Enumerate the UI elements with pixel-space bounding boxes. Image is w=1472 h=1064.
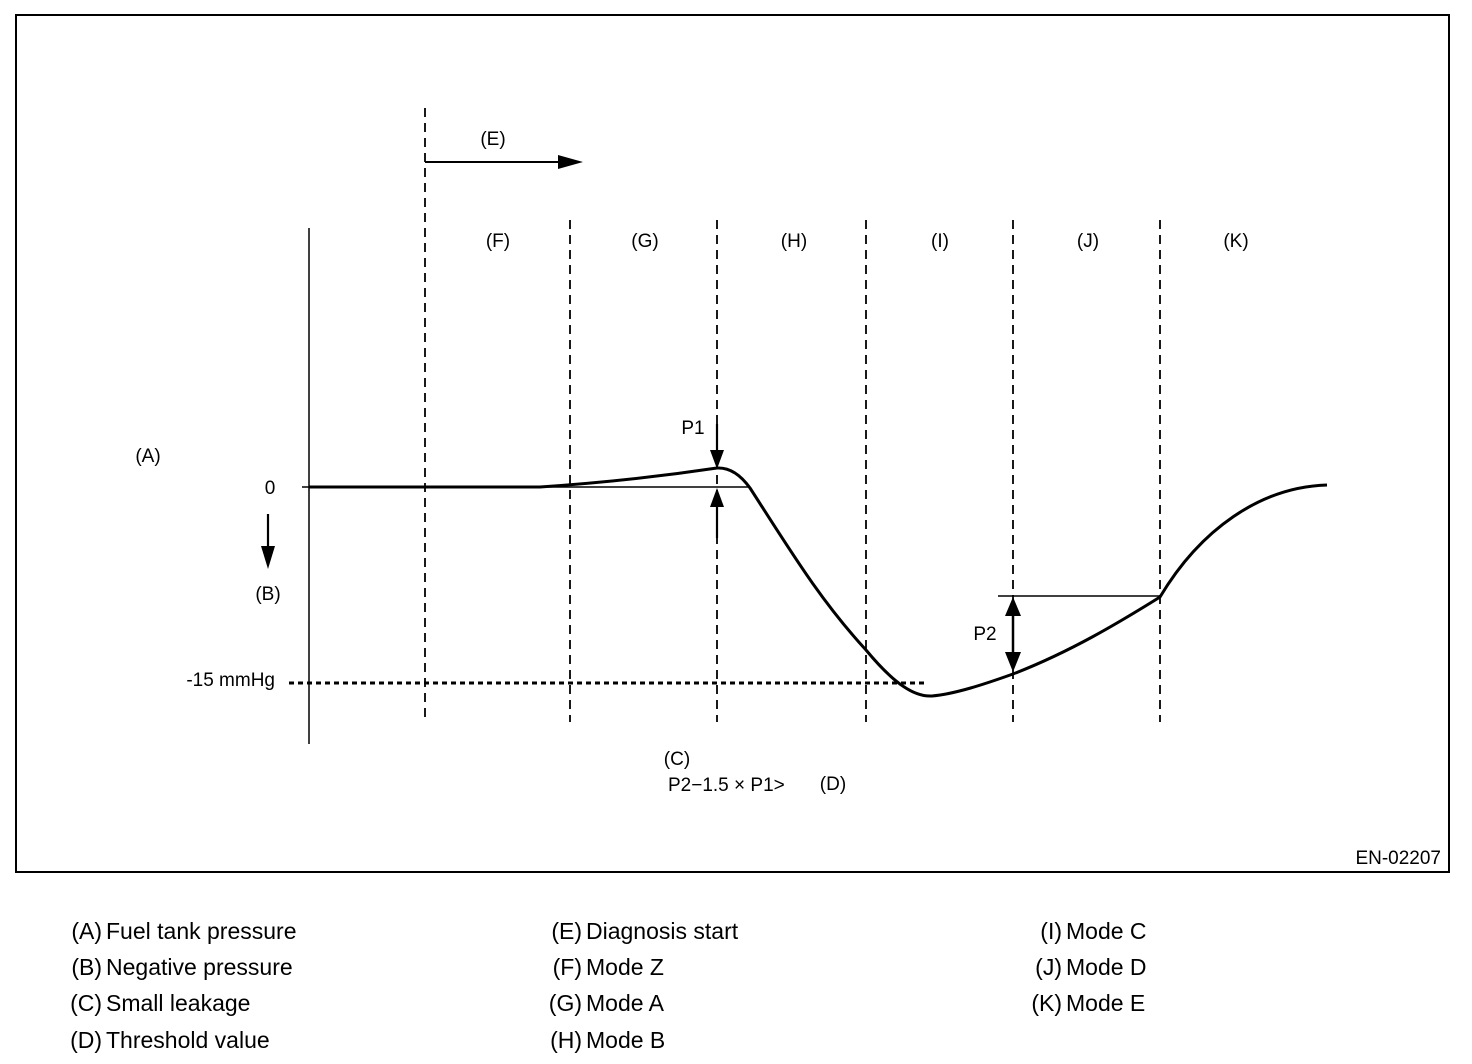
legend-item: (J) Mode D <box>1035 954 1147 980</box>
legend-item: (G) Mode A <box>549 990 664 1016</box>
legend-item: (F) Mode Z <box>553 954 664 980</box>
legend-code: (G) <box>548 990 582 1016</box>
figure-id: EN-02207 <box>1355 848 1441 869</box>
mode-label-i: (I) <box>931 231 949 252</box>
legend-text: Diagnosis start <box>586 918 739 944</box>
p1-label: P1 <box>681 418 704 439</box>
legend-item: (A) Fuel tank pressure <box>71 918 297 944</box>
legend-code: (H) <box>550 1027 582 1053</box>
legend-code: (D) <box>70 1027 102 1053</box>
legend-item: (H) Mode B <box>550 1027 666 1053</box>
legend-text: Mode E <box>1066 990 1146 1016</box>
legend-code: (A) <box>71 918 102 944</box>
diagnosis-start-label: (E) <box>480 129 505 150</box>
legend-text: Mode B <box>586 1027 666 1053</box>
figure-frame <box>15 14 1450 873</box>
legend-text: Mode C <box>1066 918 1147 944</box>
p2-arrowhead-up <box>1005 597 1021 616</box>
pressure-curve <box>309 466 1328 698</box>
diagnosis-start-arrowhead <box>558 155 583 169</box>
p1-arrowhead-down <box>710 450 724 469</box>
formula-text: P2−1.5 × P1> <box>668 775 785 796</box>
mode-label-j: (J) <box>1077 231 1099 252</box>
legend-item: (C) Small leakage <box>70 990 251 1016</box>
legend-item: (I) Mode C <box>1040 918 1147 944</box>
legend-text: Mode A <box>586 990 664 1016</box>
legend-text: Fuel tank pressure <box>106 918 297 944</box>
legend-code: (K) <box>1031 990 1062 1016</box>
legend-item: (B) Negative pressure <box>71 954 293 980</box>
mode-dividers <box>424 108 1161 722</box>
negative-pressure-arrowhead <box>261 546 275 569</box>
threshold-level-label: -15 mmHg <box>186 670 275 691</box>
legend-text: Mode Z <box>586 954 664 980</box>
threshold-value-label: (D) <box>820 774 846 795</box>
mode-label-h: (H) <box>781 231 807 252</box>
legend-item: (E) Diagnosis start <box>551 918 739 944</box>
p2-label: P2 <box>973 624 996 645</box>
legend-code: (J) <box>1035 954 1062 980</box>
p1-arrowhead-up <box>710 488 724 507</box>
mode-label-g: (G) <box>631 231 658 252</box>
legend-text: Mode D <box>1066 954 1147 980</box>
zero-level-label: 0 <box>265 478 276 499</box>
fuel-tank-pressure-label: (A) <box>135 446 160 467</box>
legend-code: (E) <box>551 918 582 944</box>
legend-code: (I) <box>1040 918 1062 944</box>
p2-arrowhead-down <box>1005 652 1021 672</box>
small-leakage-label: (C) <box>664 749 690 770</box>
legend-code: (C) <box>70 990 102 1016</box>
legend-text: Small leakage <box>106 990 251 1016</box>
negative-pressure-label: (B) <box>255 584 280 605</box>
legend-item: (D) Threshold value <box>70 1027 270 1053</box>
legend-code: (B) <box>71 954 102 980</box>
legend-code: (F) <box>552 954 582 980</box>
mode-label-f: (F) <box>486 231 510 252</box>
legend-item: (K) Mode E <box>1031 990 1146 1016</box>
legend-text: Negative pressure <box>106 954 293 980</box>
mode-label-k: (K) <box>1223 231 1248 252</box>
legend-text: Threshold value <box>106 1027 270 1053</box>
